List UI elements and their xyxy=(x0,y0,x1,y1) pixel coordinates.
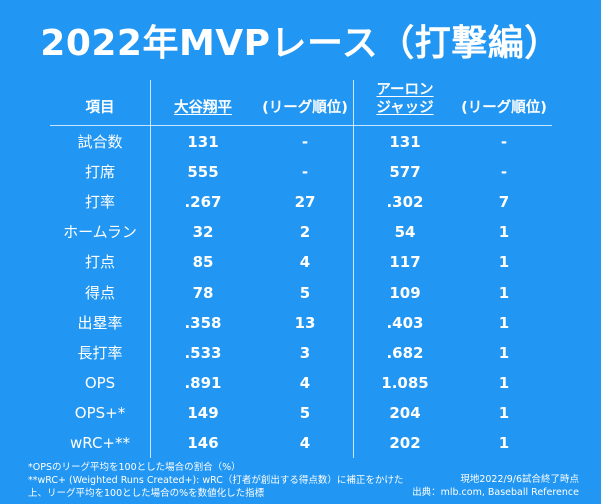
player2-rank: 1 xyxy=(498,403,510,422)
player1-rank: 4 xyxy=(299,434,311,452)
source-info: 現地2022/9/6試合終了時点 出典：mlb.com, Baseball Re… xyxy=(412,473,579,499)
player1-value: .358 xyxy=(184,313,222,332)
player2-value: 131 xyxy=(389,133,421,151)
table-row: 打率 .267 27 .302 7 xyxy=(50,187,552,217)
player2-value: 577 xyxy=(389,163,421,182)
column-divider xyxy=(353,80,354,458)
player2-rank: 1 xyxy=(498,283,510,302)
player1-rank: 3 xyxy=(299,343,311,362)
player1-rank: 4 xyxy=(299,253,311,272)
table-row: 打点 85 4 117 1 xyxy=(50,247,552,277)
player2-rank: - xyxy=(500,133,508,151)
player2-value: 202 xyxy=(389,434,421,452)
player2-rank: 1 xyxy=(498,223,510,242)
player1-value: .267 xyxy=(184,193,222,212)
row-label: 試合数 xyxy=(77,133,123,151)
player1-rank: 27 xyxy=(294,193,316,212)
row-label: 打点 xyxy=(84,253,115,272)
footnotes: *OPSのリーグ平均を100とした場合の割合（%） **wRC+ (Weight… xyxy=(28,461,403,500)
player2-value: 117 xyxy=(389,253,421,272)
as-of-date: 現地2022/9/6試合終了時点 xyxy=(460,474,579,485)
player1-rank: 13 xyxy=(294,313,316,332)
player1-value: 78 xyxy=(192,283,214,302)
player2-value: .302 xyxy=(386,193,424,212)
player1-value: 85 xyxy=(192,253,214,272)
header-player2: アーロン ジャッジ xyxy=(376,82,434,116)
header-rank2: (リーグ順位) xyxy=(461,100,547,116)
player2-rank: 1 xyxy=(498,253,510,272)
player1-rank: 4 xyxy=(299,373,311,392)
row-label: OPS+* xyxy=(74,403,126,422)
row-label: 長打率 xyxy=(77,343,123,362)
player1-value: 555 xyxy=(187,163,219,182)
row-label: 得点 xyxy=(84,283,115,302)
player2-rank: 1 xyxy=(498,373,510,392)
row-label: wRC+** xyxy=(70,434,130,452)
player1-value: .891 xyxy=(184,373,222,392)
source-credit: 出典：mlb.com, Baseball Reference xyxy=(412,487,579,498)
column-divider xyxy=(150,80,151,458)
player1-value: 146 xyxy=(187,434,219,452)
header-player1: 大谷翔平 xyxy=(174,100,232,116)
table-row: OPS .891 4 1.085 1 xyxy=(50,368,552,398)
row-label: 出塁率 xyxy=(77,313,123,332)
table-row: OPS+* 149 5 204 1 xyxy=(50,398,552,428)
player1-value: 32 xyxy=(192,223,214,242)
player2-value: .682 xyxy=(386,343,424,362)
row-label: 打席 xyxy=(84,163,115,182)
table-row: wRC+** 146 4 202 1 xyxy=(50,428,552,458)
player2-rank: 7 xyxy=(498,193,510,212)
player2-value: 54 xyxy=(394,223,416,242)
table-row: 長打率 .533 3 .682 1 xyxy=(50,338,552,368)
player1-value: 149 xyxy=(187,403,219,422)
footnote-wrc: **wRC+ (Weighted Runs Created+): wRC（打者が… xyxy=(28,475,404,486)
footnote-ops: *OPSのリーグ平均を100とした場合の割合（%） xyxy=(28,462,241,473)
row-label: ホームラン xyxy=(63,223,137,242)
player2-value: 109 xyxy=(389,283,421,302)
player2-rank: - xyxy=(500,163,508,182)
table-row: 得点 78 5 109 1 xyxy=(50,278,552,308)
header-rank1: (リーグ順位) xyxy=(262,100,348,116)
player1-value: 131 xyxy=(187,133,219,151)
player1-value: .533 xyxy=(184,343,222,362)
player1-rank: - xyxy=(301,163,309,182)
player1-rank: 5 xyxy=(299,283,311,302)
player1-rank: - xyxy=(301,133,309,151)
header-divider xyxy=(50,125,552,126)
player1-rank: 2 xyxy=(299,223,311,242)
table-row: 打席 555 - 577 - xyxy=(50,157,552,187)
player2-rank: 1 xyxy=(498,343,510,362)
player2-value: 1.085 xyxy=(381,373,429,392)
table-row: ホームラン 32 2 54 1 xyxy=(50,217,552,247)
page-title: 2022年MVPレース（打撃編） xyxy=(40,23,561,64)
row-label: 打率 xyxy=(84,193,115,212)
header-item: 項目 xyxy=(85,100,115,116)
table-row: 試合数 131 - 131 - xyxy=(50,127,552,157)
player2-value: 204 xyxy=(389,403,421,422)
player2-rank: 1 xyxy=(498,434,510,452)
player2-rank: 1 xyxy=(498,313,510,332)
player2-value: .403 xyxy=(386,313,424,332)
row-label: OPS xyxy=(84,373,116,392)
player1-rank: 5 xyxy=(299,403,311,422)
footnote-wrc-cont: 上、リーグ平均を100とした場合の%を数値化した指標 xyxy=(28,488,265,499)
table-row: 出塁率 .358 13 .403 1 xyxy=(50,308,552,338)
